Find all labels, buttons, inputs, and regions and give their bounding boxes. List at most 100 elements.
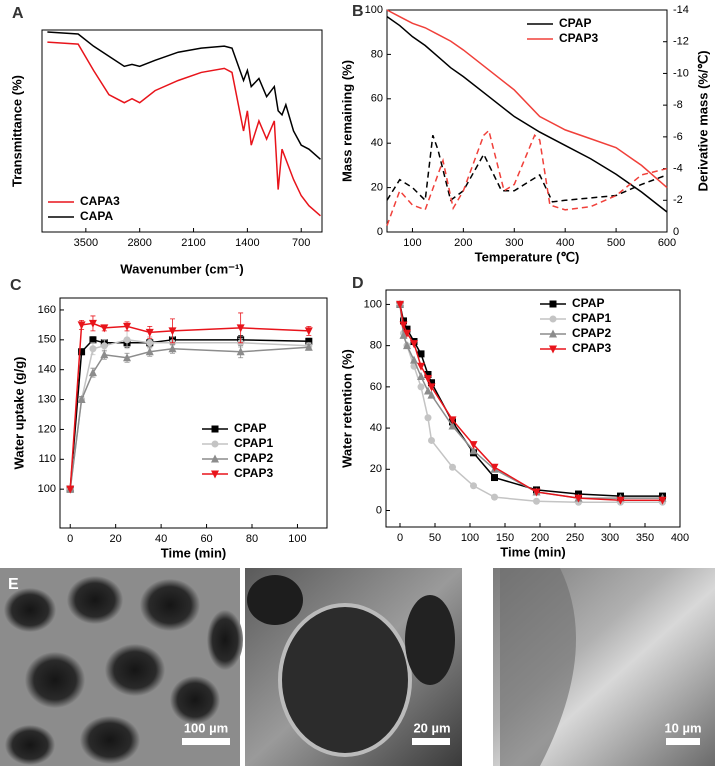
marker [403,329,411,338]
y2-tick-label: -12 [673,36,689,48]
series-line [47,41,321,217]
legend-marker [549,345,557,354]
x-tick-label: 60 [200,533,212,545]
x-tick-label: 2100 [181,237,205,249]
y-tick-label: 110 [38,453,56,465]
legend-label: CPAP3 [559,31,598,45]
marker [469,446,478,455]
x-tick-label: 0 [67,533,73,545]
marker [491,474,498,482]
x-tick-label: 100 [288,533,306,545]
marker [236,347,245,356]
sem-image-3 [493,568,715,766]
sem-image-1 [0,568,243,766]
marker [469,441,478,450]
marker [146,339,154,347]
marker [424,375,432,384]
legend-marker [211,454,219,463]
x-tick-label: 50 [429,532,441,544]
y2-tick-label: -14 [673,4,689,16]
sem-image-2 [245,568,462,766]
marker [449,463,456,471]
x-tick-label: 1400 [235,237,259,249]
x-tick-label: 200 [454,237,472,249]
x-tick-label: 500 [607,237,625,249]
x-tick-label: 700 [292,237,310,249]
series-line [386,9,668,189]
marker [78,348,86,356]
y2-axis-title: Derivative mass (%/℃) [695,50,710,191]
legend-label: CPAP [559,16,591,30]
marker [66,485,75,494]
panel-label: D [352,275,364,292]
y-tick-label: 130 [38,393,56,405]
legend-label: CPAP2 [234,451,273,465]
y-tick-label: 60 [370,381,382,393]
marker [145,328,154,337]
marker [123,322,132,331]
y-tick-label: 140 [38,364,56,376]
marker [168,344,177,353]
x-tick-label: 250 [566,532,584,544]
marker [424,386,432,395]
scale-bar-label: 20 µm [413,720,450,735]
y2-tick-label: -10 [673,67,689,79]
y-tick-label: 100 [38,483,56,495]
marker [88,368,97,377]
marker [427,383,436,392]
legend-marker [549,329,557,338]
series-line [399,304,663,504]
x-tick-label: 300 [505,237,523,249]
x-tick-label: 600 [658,237,676,249]
marker [100,342,108,350]
marker [168,327,177,336]
legend-label: CPAP1 [234,436,273,450]
x-tick-label: 100 [403,237,421,249]
marker [305,337,313,345]
marker [410,340,418,349]
legend-marker [211,470,219,479]
marker [100,350,109,359]
series-line [386,129,668,226]
legend-marker [549,315,557,323]
marker [100,324,109,333]
legend-label: CPAP [234,421,266,435]
legend-label: CAPA [80,209,113,223]
y-axis-title: Transmittance (%) [9,75,24,187]
marker [424,370,432,378]
y2-tick-label: -4 [673,162,683,174]
y2-tick-label: -8 [673,99,683,111]
marker [658,496,667,505]
marker [448,421,457,430]
x-axis-title: Time (min) [161,545,227,560]
series-line [47,31,321,160]
marker [89,345,97,353]
marker [532,488,541,497]
marker [490,463,499,472]
x-tick-label: 0 [397,532,403,544]
marker [123,353,132,362]
y-tick-label: 80 [371,48,383,60]
x-tick-label: 200 [531,532,549,544]
series-line [399,304,663,501]
plot-frame [385,289,681,528]
x-tick-label: 20 [110,533,122,545]
marker [616,496,625,505]
marker [145,347,154,356]
x-tick-label: 3500 [74,237,98,249]
panel-label: A [12,5,24,22]
legend-marker [211,425,219,433]
y-tick-label: 60 [371,93,383,105]
scale-bar-label: 10 µm [664,720,701,735]
marker [417,362,425,371]
x-axis-title: Temperature (℃) [475,249,580,264]
legend-label: CPAP3 [234,466,273,480]
y-tick-label: 20 [370,463,382,475]
y-tick-label: 100 [365,4,383,16]
legend-label: CPAP1 [572,311,611,325]
marker [417,383,425,391]
plot-frame [386,9,668,233]
x-tick-label: 80 [246,533,258,545]
x-axis-title: Time (min) [500,544,566,559]
